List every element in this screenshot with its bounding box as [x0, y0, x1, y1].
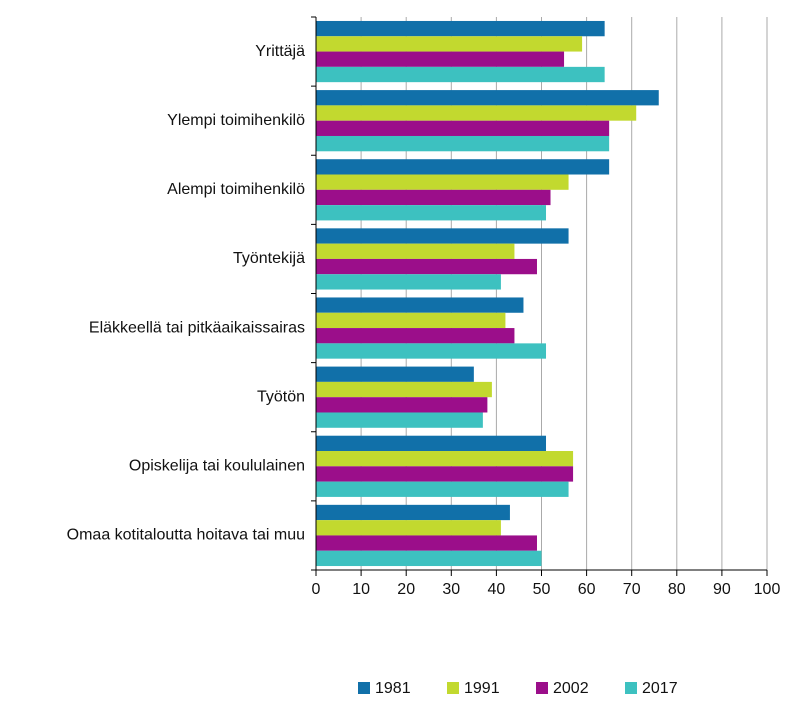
x-tick-label: 30	[442, 581, 460, 598]
x-tick-label: 60	[578, 581, 596, 598]
legend-label: 2002	[553, 680, 589, 697]
legend-label: 1981	[375, 680, 411, 697]
bar	[316, 51, 565, 67]
bar	[316, 451, 574, 467]
x-tick-label: 20	[397, 581, 415, 598]
bar	[316, 520, 501, 536]
bar	[316, 243, 515, 259]
bar	[316, 343, 547, 359]
legend-swatch	[447, 682, 459, 694]
bar	[316, 105, 637, 121]
bar	[316, 189, 551, 206]
x-tick-label: 40	[488, 581, 506, 598]
legend-swatch	[536, 682, 548, 694]
x-tick-label: 70	[623, 581, 641, 598]
x-tick-label: 80	[668, 581, 686, 598]
y-tick-label: Ylempi toimihenkilö	[167, 112, 305, 129]
legend-swatch	[358, 682, 370, 694]
bar	[316, 135, 610, 152]
bar	[316, 20, 605, 37]
bar	[316, 159, 610, 175]
bar	[316, 381, 492, 398]
y-tick-label: Alempi toimihenkilö	[167, 181, 305, 198]
bar	[316, 120, 610, 136]
y-tick-label: Työtön	[257, 388, 305, 405]
bar	[316, 504, 510, 521]
bar	[316, 328, 515, 344]
x-tick-label: 10	[352, 581, 370, 598]
legend-label: 1991	[464, 680, 500, 697]
bar	[316, 535, 537, 551]
bar	[316, 435, 547, 452]
bar	[316, 274, 501, 290]
bar	[316, 366, 474, 382]
bar	[316, 90, 659, 106]
x-tick-label: 90	[713, 581, 731, 598]
y-tick-label: Työntekijä	[233, 250, 305, 267]
x-tick-label: 100	[754, 581, 781, 598]
y-tick-label: Opiskelija tai koululainen	[129, 458, 305, 475]
bar	[316, 312, 506, 329]
legend-label: 2017	[642, 680, 678, 697]
bar	[316, 228, 569, 244]
bar	[316, 397, 488, 413]
legend-swatch	[625, 682, 637, 694]
x-tick-label: 50	[533, 581, 551, 598]
x-tick-label: 0	[312, 581, 321, 598]
y-tick-label: Yrittäjä	[255, 43, 305, 60]
y-tick-label: Eläkkeellä tai pitkäaikaissairas	[89, 319, 305, 336]
bar	[316, 466, 574, 482]
bar	[316, 205, 547, 221]
bar	[316, 550, 542, 567]
bar	[316, 297, 524, 313]
bar	[316, 36, 583, 52]
bar	[316, 258, 537, 275]
bar	[316, 174, 569, 190]
bar	[316, 481, 569, 497]
bar	[316, 66, 605, 83]
bar	[316, 412, 483, 428]
y-tick-label: Omaa kotitaloutta hoitava tai muu	[67, 527, 305, 544]
